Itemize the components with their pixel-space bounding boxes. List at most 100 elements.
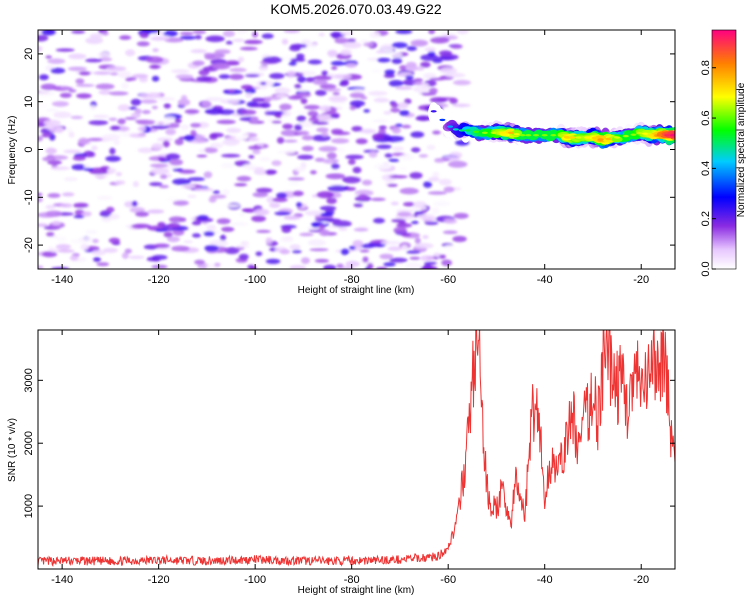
- noise-blob: [352, 166, 362, 174]
- noise-blob: [292, 110, 313, 115]
- noise-blob: [444, 218, 458, 224]
- snr-x-label: Height of straight line (km): [298, 585, 415, 596]
- noise-blob: [187, 194, 197, 198]
- noise-blob: [415, 115, 432, 121]
- noise-blob: [427, 191, 447, 195]
- noise-blob: [150, 36, 170, 41]
- noise-blob: [210, 132, 224, 138]
- noise-blob: [243, 39, 263, 45]
- band-core: [481, 131, 488, 134]
- noise-blob: [328, 95, 348, 103]
- noise-blob: [361, 179, 373, 186]
- noise-blob: [425, 221, 439, 225]
- noise-blob: [251, 97, 265, 103]
- noise-blob: [326, 197, 337, 204]
- noise-blob: [378, 125, 387, 130]
- noise-blob: [190, 130, 197, 137]
- band-core: [550, 134, 557, 137]
- noise-blob: [426, 144, 436, 151]
- noise-blob: [158, 184, 169, 189]
- noise-blob: [423, 261, 437, 265]
- noise-blob: [363, 109, 371, 113]
- noise-blob: [351, 126, 363, 132]
- noise-blob: [108, 117, 118, 122]
- noise-blob: [301, 257, 310, 264]
- noise-blob: [283, 139, 298, 143]
- noise-blob: [183, 240, 193, 244]
- noise-blob: [53, 111, 72, 119]
- noise-blob: [209, 239, 229, 247]
- noise-blob: [132, 73, 149, 79]
- noise-blob: [290, 57, 306, 62]
- noise-blob: [276, 150, 296, 155]
- y-tick-label: 2000: [23, 431, 35, 455]
- x-tick-label: -20: [633, 274, 649, 286]
- noise-blob: [63, 177, 78, 182]
- noise-blob: [93, 174, 109, 178]
- band-core: [642, 132, 649, 135]
- noise-blob: [413, 78, 424, 82]
- noise-blob: [71, 164, 87, 171]
- y-tick-label: -10: [23, 189, 35, 205]
- x-tick-label: -100: [244, 574, 266, 586]
- noise-blob: [449, 97, 458, 105]
- noise-blob: [311, 222, 320, 228]
- noise-blob: [46, 232, 55, 237]
- noise-blob: [309, 248, 329, 252]
- noise-blob: [411, 147, 421, 153]
- noise-blob: [403, 202, 415, 207]
- noise-blob: [172, 168, 184, 172]
- noise-blob: [421, 82, 429, 88]
- noise-blob: [166, 173, 172, 178]
- noise-blob: [443, 186, 455, 193]
- band-core: [636, 132, 643, 135]
- noise-blob: [160, 174, 168, 179]
- band-core: [519, 134, 526, 137]
- colorbar-tick-label: 0.2: [700, 211, 712, 226]
- noise-blob: [315, 89, 327, 96]
- band-core: [452, 128, 459, 131]
- noise-blob: [205, 35, 225, 43]
- noise-blob: [42, 156, 56, 162]
- spectrogram-y-ticks: -20 -10 0 10 20: [23, 48, 675, 253]
- noise-blob: [85, 37, 104, 45]
- noise-blob: [151, 143, 164, 150]
- noise-blob: [113, 139, 120, 146]
- x-tick-label: -60: [440, 274, 456, 286]
- noise-blob: [388, 80, 404, 87]
- noise-blob: [387, 246, 403, 251]
- noise-blob: [331, 128, 343, 134]
- noise-blob: [418, 154, 429, 158]
- noise-blob: [136, 41, 150, 47]
- noise-blob: [75, 83, 95, 87]
- noise-blob: [448, 160, 468, 168]
- noise-blob: [414, 242, 434, 249]
- band-core: [430, 110, 437, 113]
- noise-blob: [453, 212, 469, 219]
- spectrogram-y-label: Frequency (Hz): [7, 116, 18, 185]
- noise-blob: [401, 244, 408, 251]
- noise-blob: [283, 30, 300, 34]
- noise-blob: [307, 110, 319, 117]
- noise-blob: [137, 147, 154, 154]
- noise-blob: [187, 177, 206, 182]
- noise-blob: [75, 78, 85, 84]
- noise-blob: [452, 235, 467, 243]
- noise-blob: [292, 190, 304, 197]
- noise-blob: [441, 259, 453, 267]
- noise-blob: [73, 215, 85, 219]
- noise-blob: [331, 31, 340, 39]
- signal-band: [428, 102, 675, 149]
- noise-blob: [252, 192, 269, 198]
- noise-blob: [430, 36, 450, 44]
- noise-blob: [299, 232, 314, 237]
- noise-blob: [107, 167, 117, 174]
- noise-blob: [87, 137, 103, 142]
- noise-blob: [292, 249, 302, 254]
- noise-blob: [158, 97, 176, 101]
- noise-blob: [38, 135, 43, 142]
- noise-blob: [59, 92, 72, 98]
- noise-blob: [137, 126, 146, 132]
- noise-blob: [399, 187, 419, 195]
- noise-blob: [121, 252, 129, 259]
